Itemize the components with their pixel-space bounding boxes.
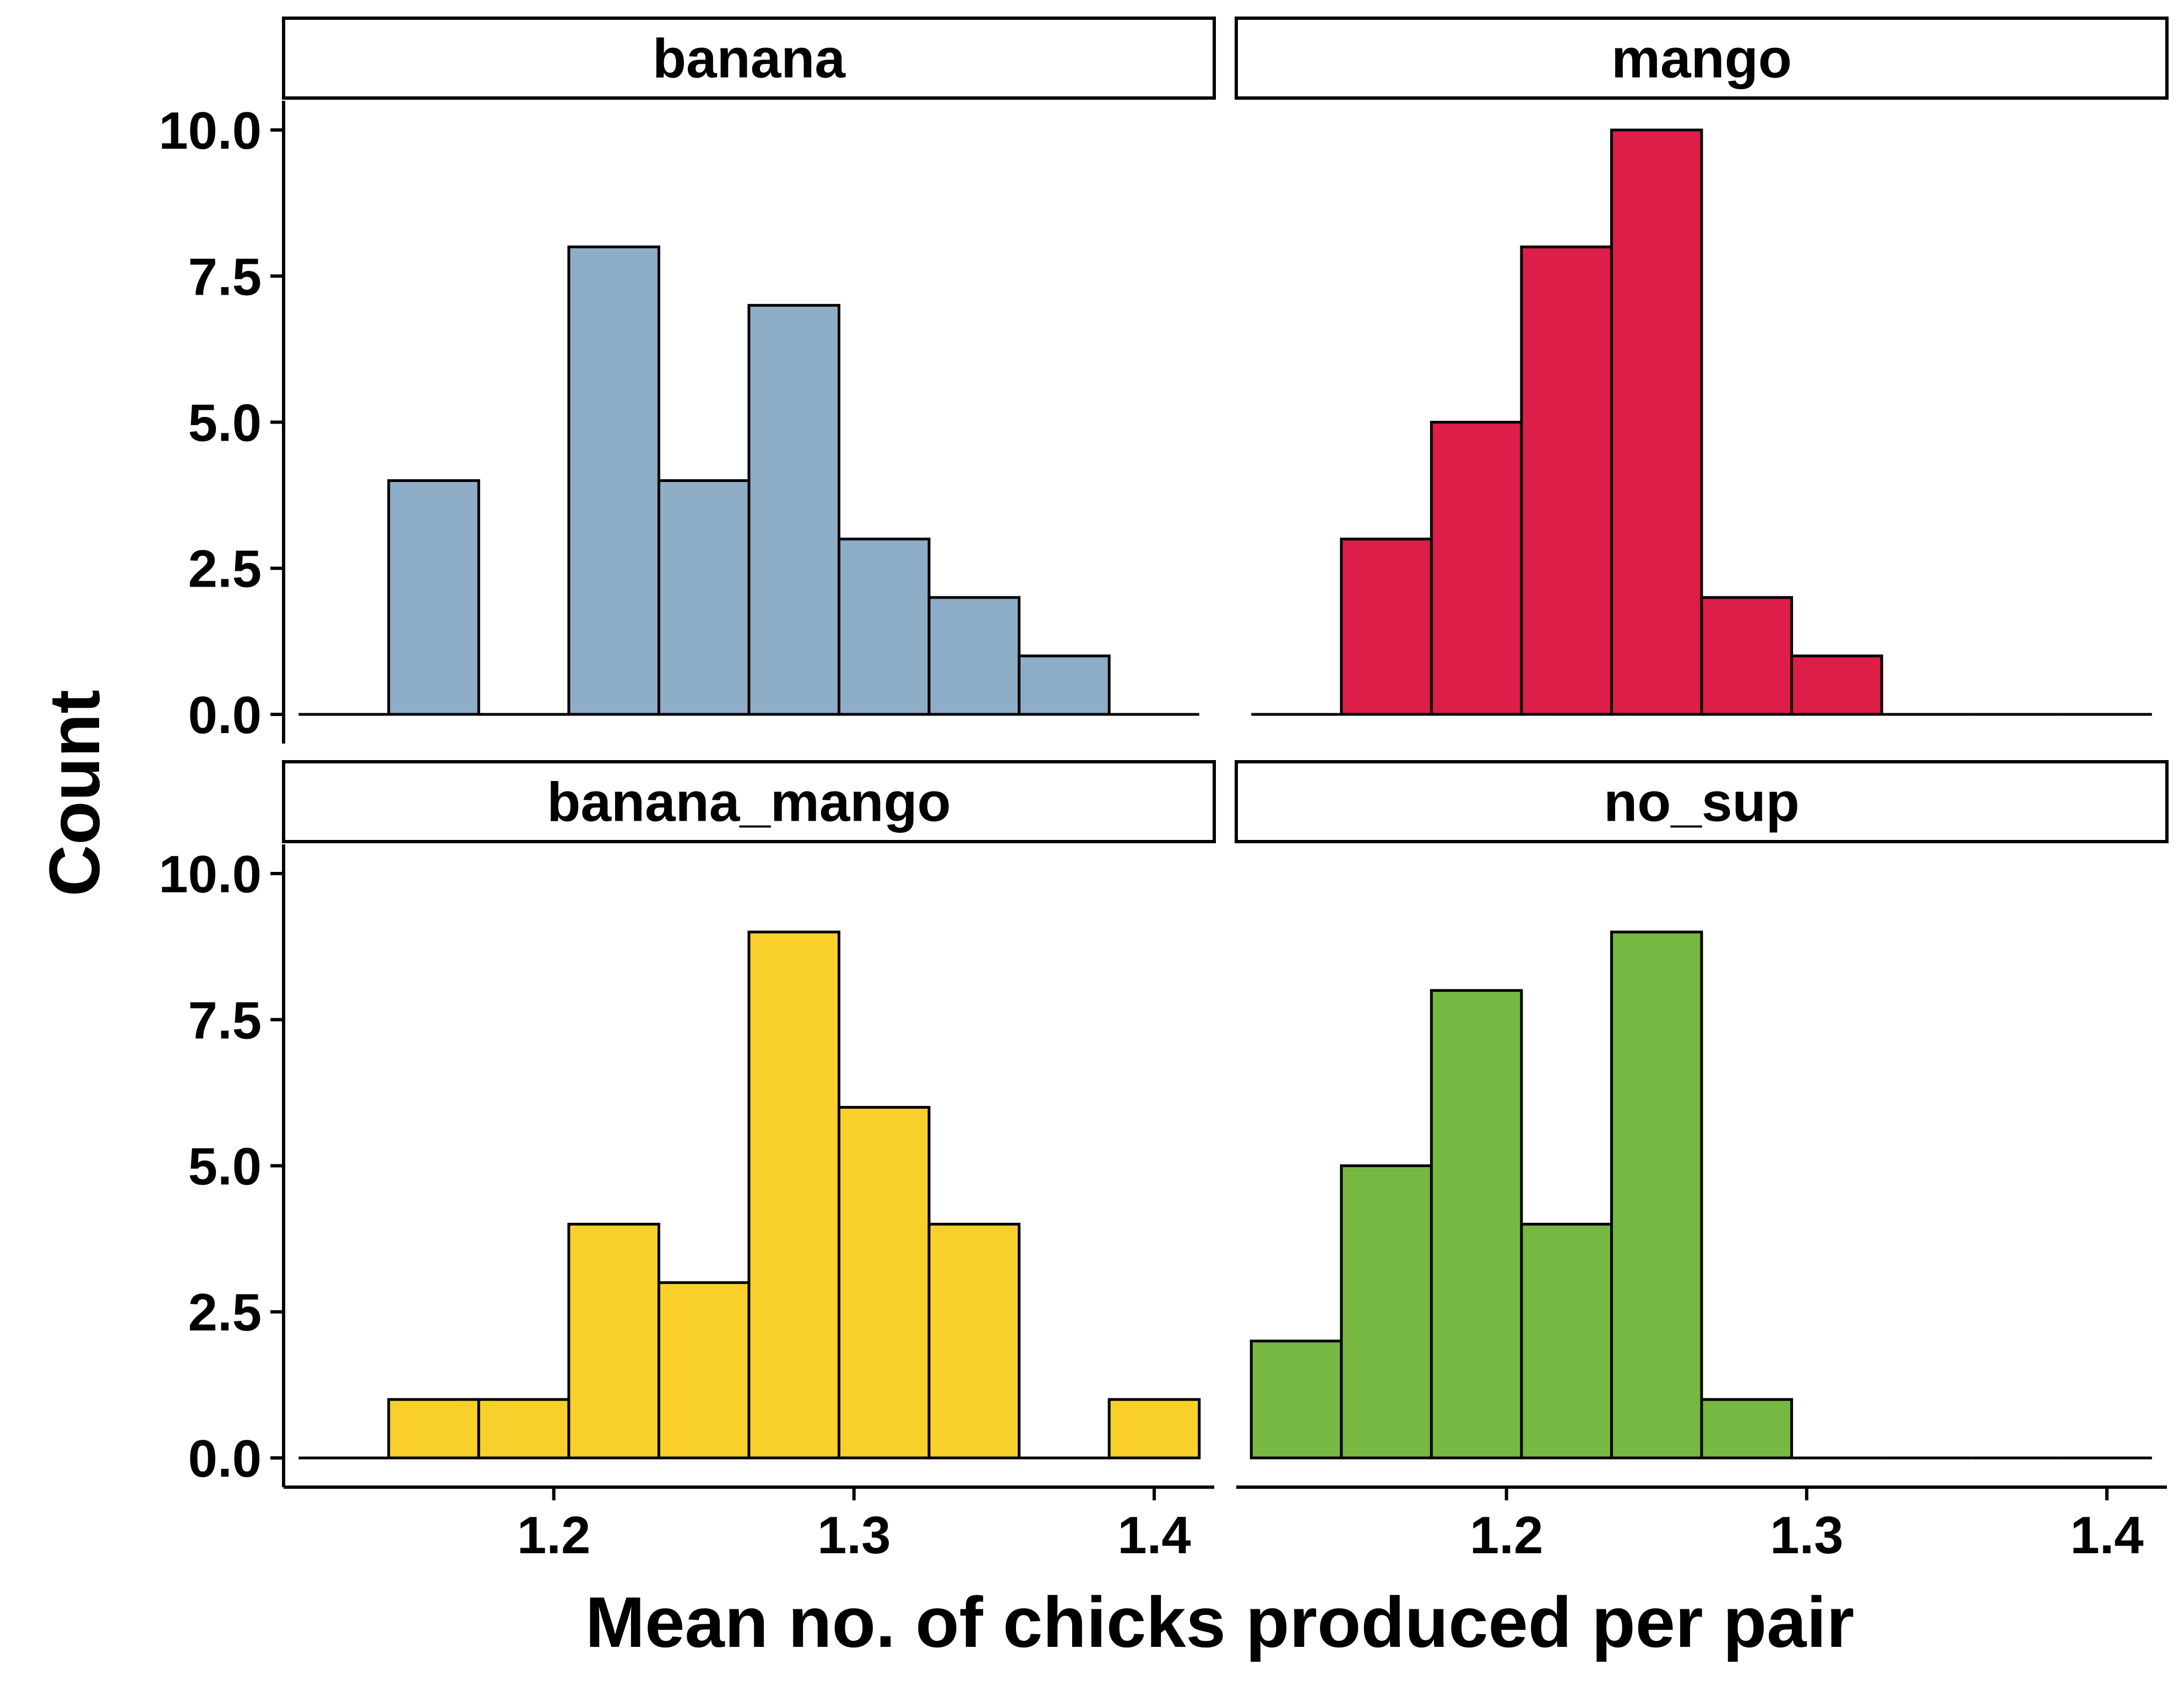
facet-strip-label-banana: banana — [653, 28, 846, 90]
x-tick-label-no-sup-1: 1.3 — [1770, 1506, 1843, 1565]
x-tick-label-no-sup-0: 1.2 — [1470, 1506, 1543, 1565]
y-tick-label-banana-mango-1: 2.5 — [188, 1283, 262, 1342]
bar-no-sup-4 — [1610, 930, 1703, 1460]
facet-strip-banana-mango — [282, 760, 1216, 843]
facets-layer: banana 0.0 2.5 5.0 7.5 10.0 mango banana_mango 0… — [159, 17, 2169, 1565]
facet-banana: banana 0.0 2.5 5.0 7.5 10.0 — [159, 17, 1216, 745]
x-tick-label-banana-mango-0: 1.2 — [517, 1506, 590, 1565]
bar-banana-5 — [747, 303, 841, 716]
bar-banana-3 — [567, 245, 660, 716]
x-tick-label-banana-mango-2: 1.4 — [1117, 1506, 1191, 1565]
bar-mango-5 — [1700, 596, 1794, 716]
y-tick-label-banana-mango-2: 5.0 — [188, 1137, 262, 1196]
facet-no-sup: no_sup 1.2 1.3 1.4 — [1235, 760, 2169, 1565]
y-axis-title: Count — [34, 690, 115, 896]
y-tick-label-banana-2: 5.0 — [188, 394, 262, 453]
bar-no-sup-2 — [1430, 989, 1523, 1460]
y-tick-label-banana-1: 2.5 — [188, 540, 262, 599]
x-tick-label-no-sup-2: 1.4 — [2070, 1506, 2143, 1565]
bar-mango-1 — [1340, 538, 1433, 716]
y-tick-label-banana-3: 7.5 — [188, 247, 262, 306]
bar-banana-mango-9 — [1107, 1398, 1201, 1460]
bar-banana-4 — [657, 479, 751, 716]
facet-mango: mango — [1235, 17, 2169, 716]
y-tick-label-banana-mango-4: 10.0 — [159, 845, 262, 904]
bar-banana-mango-5 — [747, 930, 841, 1460]
bar-mango-2 — [1430, 421, 1523, 716]
bar-banana-mango-2 — [477, 1398, 571, 1460]
bar-banana-8 — [1018, 654, 1111, 716]
facet-strip-label-banana-mango: banana_mango — [547, 772, 951, 833]
bar-banana-mango-4 — [657, 1281, 751, 1460]
bar-mango-6 — [1790, 654, 1883, 716]
x-axis-title: Mean no. of chicks produced per pair — [585, 1582, 1854, 1662]
facet-banana-mango: banana_mango 0.0 2.5 5.0 7.5 10.0 1.2 1.3 1.4 — [159, 760, 1216, 1565]
bar-banana-6 — [838, 538, 931, 716]
bar-mango-3 — [1520, 245, 1613, 716]
facet-strip-label-mango: mango — [1611, 28, 1792, 90]
bar-banana-mango-3 — [567, 1223, 660, 1460]
bar-no-sup-0 — [1249, 1340, 1343, 1460]
y-tick-label-banana-mango-3: 7.5 — [188, 991, 262, 1050]
bar-banana-mango-1 — [387, 1398, 480, 1460]
bar-no-sup-1 — [1340, 1164, 1433, 1460]
facet-strip-label-no-sup: no_sup — [1604, 772, 1800, 833]
y-tick-label-banana-mango-0: 0.0 — [188, 1429, 262, 1488]
x-tick-label-banana-mango-1: 1.3 — [817, 1506, 890, 1565]
bar-banana-1 — [387, 479, 480, 716]
y-tick-label-banana-0: 0.0 — [188, 686, 262, 745]
bar-no-sup-3 — [1520, 1223, 1613, 1460]
bar-banana-mango-6 — [838, 1105, 931, 1460]
bar-mango-4 — [1610, 128, 1703, 716]
bar-banana-mango-7 — [927, 1223, 1021, 1460]
facet-strip-mango — [1235, 17, 2169, 100]
bar-no-sup-5 — [1700, 1398, 1794, 1460]
facet-strip-no-sup — [1235, 760, 2169, 843]
bar-banana-7 — [927, 596, 1021, 716]
y-tick-label-banana-4: 10.0 — [159, 101, 262, 160]
facet-strip-banana — [282, 17, 1216, 100]
